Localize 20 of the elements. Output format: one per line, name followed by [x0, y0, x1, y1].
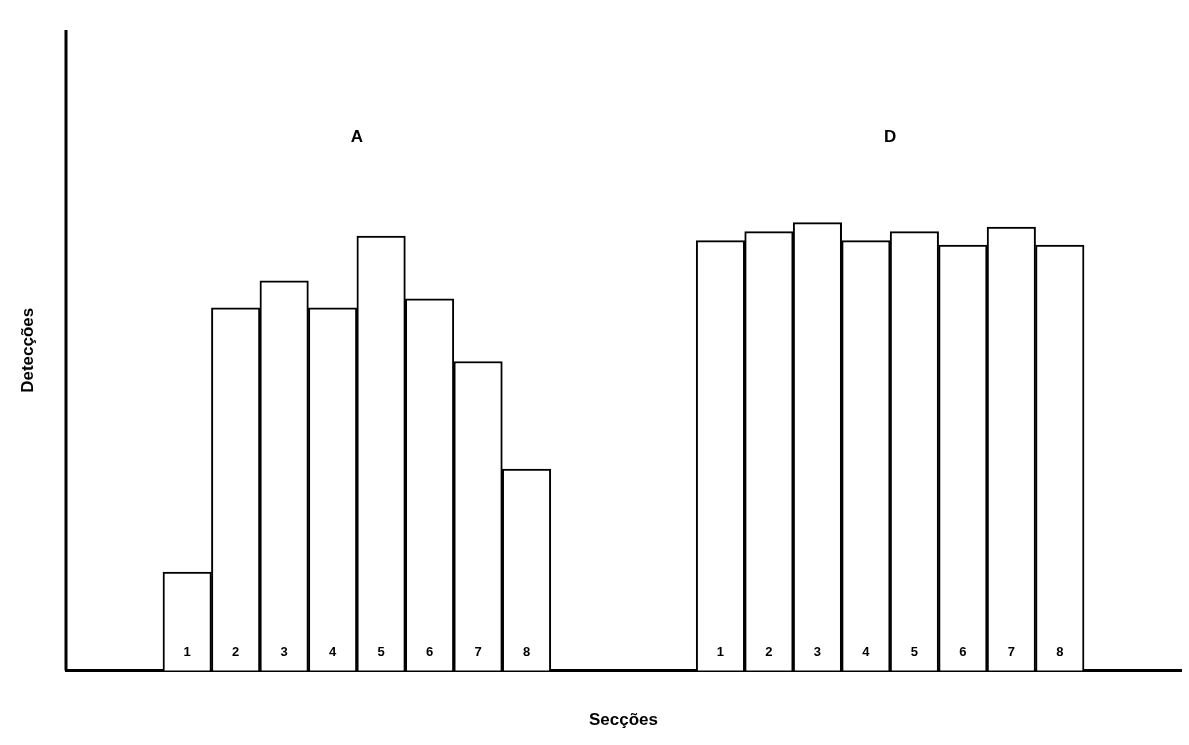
- x-tick-label: 1: [183, 644, 191, 660]
- x-tick-label: 8: [522, 644, 531, 660]
- x-tick-label: 2: [765, 644, 773, 660]
- x-tick-label: 7: [474, 644, 482, 660]
- x-tick-label: 6: [425, 644, 434, 660]
- text: D: [883, 127, 897, 147]
- text: A: [350, 127, 364, 147]
- y-axis-title: Detecções: [17, 307, 37, 393]
- x-tick-label: 2: [232, 644, 240, 660]
- x-tick-label: 5: [910, 644, 918, 660]
- x-tick-label: 4: [862, 644, 871, 660]
- x-tick-label: 4: [329, 644, 338, 660]
- x-tick-label: 1: [716, 644, 725, 660]
- x-tick-label: 6: [959, 644, 967, 660]
- x-tick-label: 5: [377, 644, 385, 660]
- x-tick-label: 3: [813, 644, 822, 660]
- x-axis-title: Secções: [589, 710, 658, 730]
- x-tick-label: 3: [280, 644, 288, 660]
- x-tick-label: 8: [1056, 644, 1064, 660]
- x-tick-label: 7: [1007, 644, 1015, 660]
